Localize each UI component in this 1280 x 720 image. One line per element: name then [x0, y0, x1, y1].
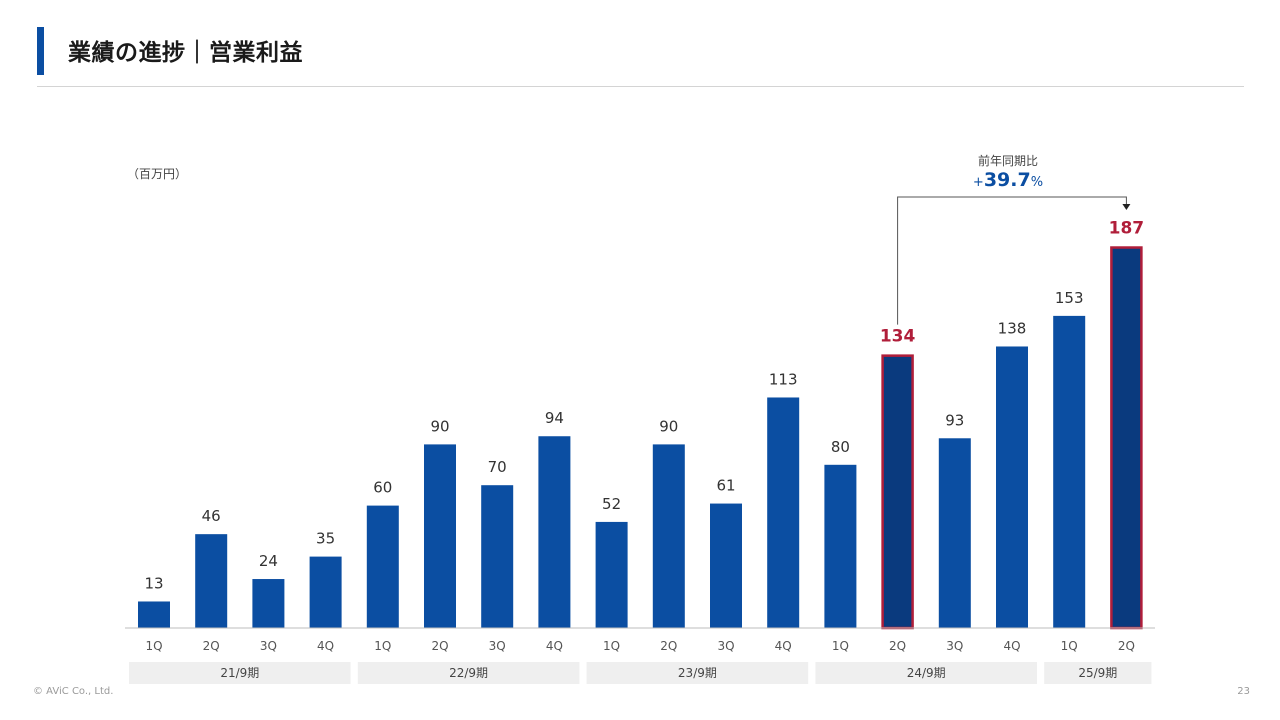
yoy-label: 前年同期比: [977, 154, 1038, 168]
data-label: 52: [602, 495, 621, 513]
category-label: 1Q: [603, 639, 620, 653]
yoy-bracket: [897, 196, 1127, 325]
fiscal-year-label: 23/9期: [678, 666, 717, 680]
bar: [195, 534, 228, 628]
bar: [938, 438, 971, 628]
data-label: 13: [144, 574, 163, 592]
bar: [767, 397, 800, 628]
data-label: 134: [880, 327, 916, 347]
category-label: 2Q: [431, 639, 448, 653]
bar: [595, 521, 628, 628]
fiscal-year-box: [815, 662, 1037, 684]
bar: [824, 464, 857, 628]
bar: [652, 444, 685, 628]
title-divider: [37, 86, 1244, 87]
category-label: 4Q: [1003, 639, 1020, 653]
fiscal-year-label: 24/9期: [907, 666, 946, 680]
highlighted-bar: [881, 354, 914, 630]
category-label: 1Q: [374, 639, 391, 653]
data-label: 61: [716, 477, 735, 495]
title-accent-bar: [37, 27, 44, 75]
data-label: 94: [545, 409, 564, 427]
fiscal-year-label: 21/9期: [220, 666, 259, 680]
fiscal-year-box: [586, 662, 809, 684]
fiscal-year-box: [1044, 662, 1152, 684]
bar: [252, 579, 285, 628]
unit-label: （百万円）: [127, 167, 188, 181]
bar: [138, 601, 170, 628]
data-label: 46: [202, 507, 221, 525]
data-label: 153: [1055, 289, 1084, 307]
page-number: 23: [1237, 686, 1250, 697]
category-label: 3Q: [260, 639, 277, 653]
fiscal-year-label: 22/9期: [449, 666, 488, 680]
yoy-sign: +: [972, 175, 984, 190]
data-label: 70: [488, 458, 507, 476]
bar: [1053, 315, 1086, 628]
bar: [424, 444, 456, 628]
fiscal-year-box: [129, 662, 351, 684]
bar: [538, 436, 571, 628]
copyright: © AViC Co., Ltd.: [33, 686, 114, 697]
category-label: 2Q: [660, 639, 677, 653]
data-label: 24: [259, 552, 278, 570]
yoy-number: 39.7: [983, 169, 1031, 191]
bar: [481, 485, 514, 628]
data-label: 187: [1109, 219, 1145, 239]
bar: [710, 503, 742, 628]
data-label: 93: [945, 411, 964, 429]
fiscal-year-label: 25/9期: [1078, 666, 1117, 680]
category-label: 1Q: [1061, 639, 1078, 653]
data-label: 80: [831, 438, 850, 456]
bar: [996, 346, 1028, 628]
category-label: 3Q: [946, 639, 963, 653]
category-label: 2Q: [1118, 639, 1135, 653]
category-label: 2Q: [203, 639, 220, 653]
data-label: 138: [998, 319, 1027, 337]
category-label: 4Q: [317, 639, 334, 653]
yoy-value: +39.7%: [958, 169, 1058, 191]
category-label: 1Q: [832, 639, 849, 653]
yoy-unit: %: [1030, 175, 1044, 190]
page-title: 業績の進捗｜営業利益: [68, 40, 303, 66]
category-label: 4Q: [546, 639, 563, 653]
data-label: 113: [769, 370, 798, 388]
category-label: 3Q: [717, 639, 734, 653]
bar: [309, 556, 342, 628]
bar: [366, 505, 399, 628]
category-label: 1Q: [145, 639, 162, 653]
data-label: 60: [373, 479, 392, 497]
fiscal-year-box: [357, 662, 580, 684]
highlighted-bar: [1110, 246, 1143, 630]
data-label: 35: [316, 530, 335, 548]
category-label: 3Q: [489, 639, 506, 653]
category-label: 2Q: [889, 639, 906, 653]
yoy-arrowhead: [1122, 204, 1131, 210]
data-label: 90: [430, 417, 449, 435]
data-label: 90: [659, 417, 678, 435]
category-label: 4Q: [775, 639, 792, 653]
